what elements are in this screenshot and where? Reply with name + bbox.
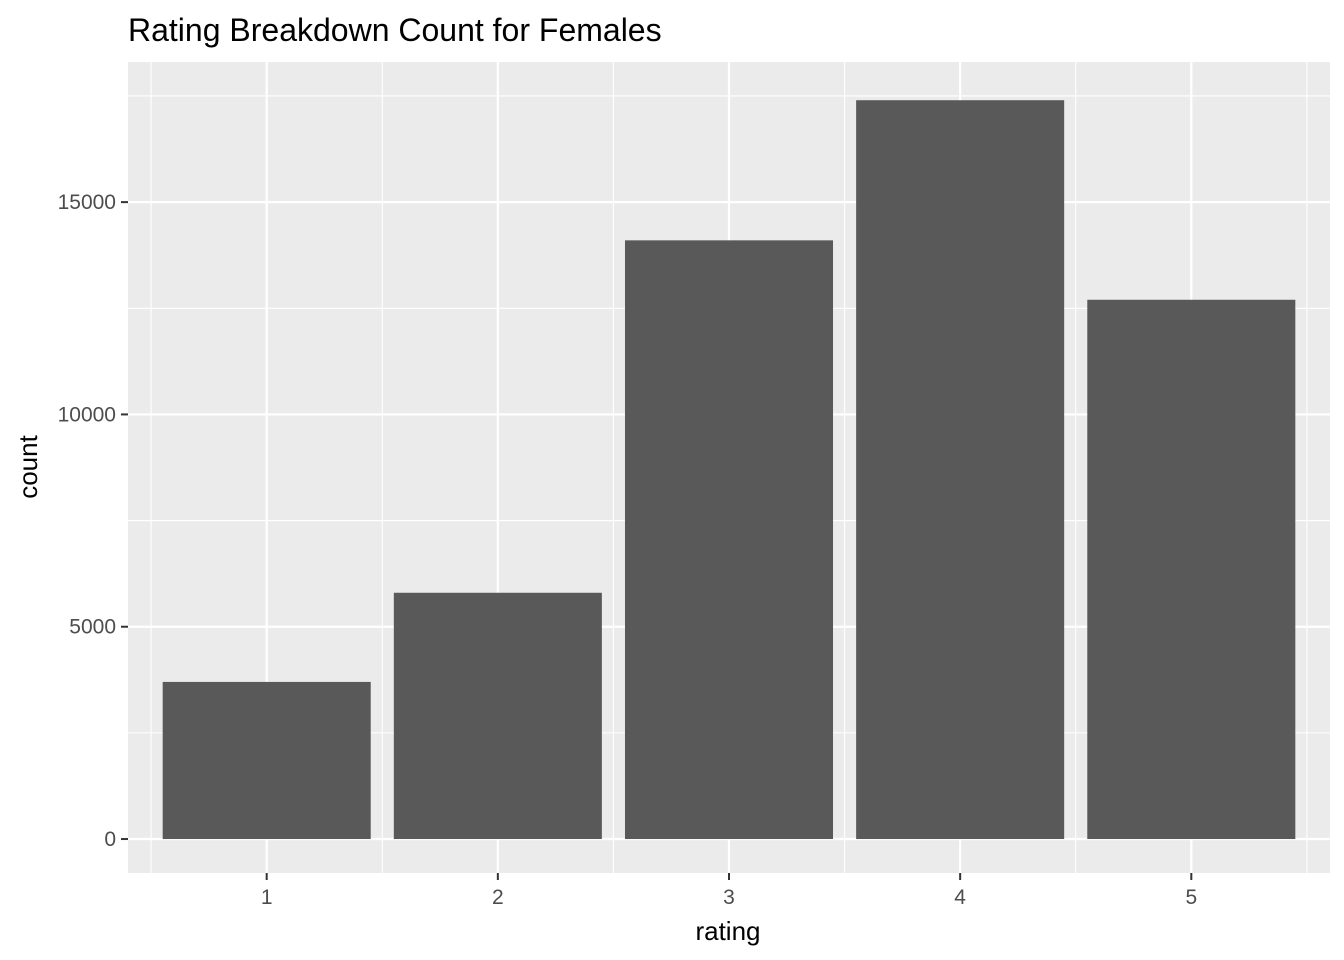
y-axis-title: count: [13, 434, 43, 498]
y-tick-label: 5000: [69, 616, 116, 639]
bar-rating-5: [1087, 299, 1296, 840]
chart-title: Rating Breakdown Count for Females: [128, 12, 662, 48]
y-tick-label: 0: [104, 828, 116, 851]
x-tick-label: 3: [723, 886, 735, 909]
x-tick-label: 2: [492, 886, 504, 909]
bar-rating-1: [162, 681, 371, 840]
x-tick-label: 5: [1185, 886, 1197, 909]
bar-rating-3: [624, 240, 834, 840]
bars: [162, 100, 1296, 840]
y-axis: 0 5000 10000 15000: [58, 191, 128, 851]
y-tick-label: 15000: [58, 191, 116, 214]
y-tick-label: 10000: [58, 403, 116, 426]
x-axis: 1 2 3 4 5: [261, 873, 1197, 909]
bar-rating-4: [856, 100, 1065, 840]
bar-rating-2: [393, 592, 602, 840]
x-tick-label: 4: [954, 886, 966, 909]
x-tick-label: 1: [261, 886, 273, 909]
x-axis-title: rating: [695, 916, 760, 946]
